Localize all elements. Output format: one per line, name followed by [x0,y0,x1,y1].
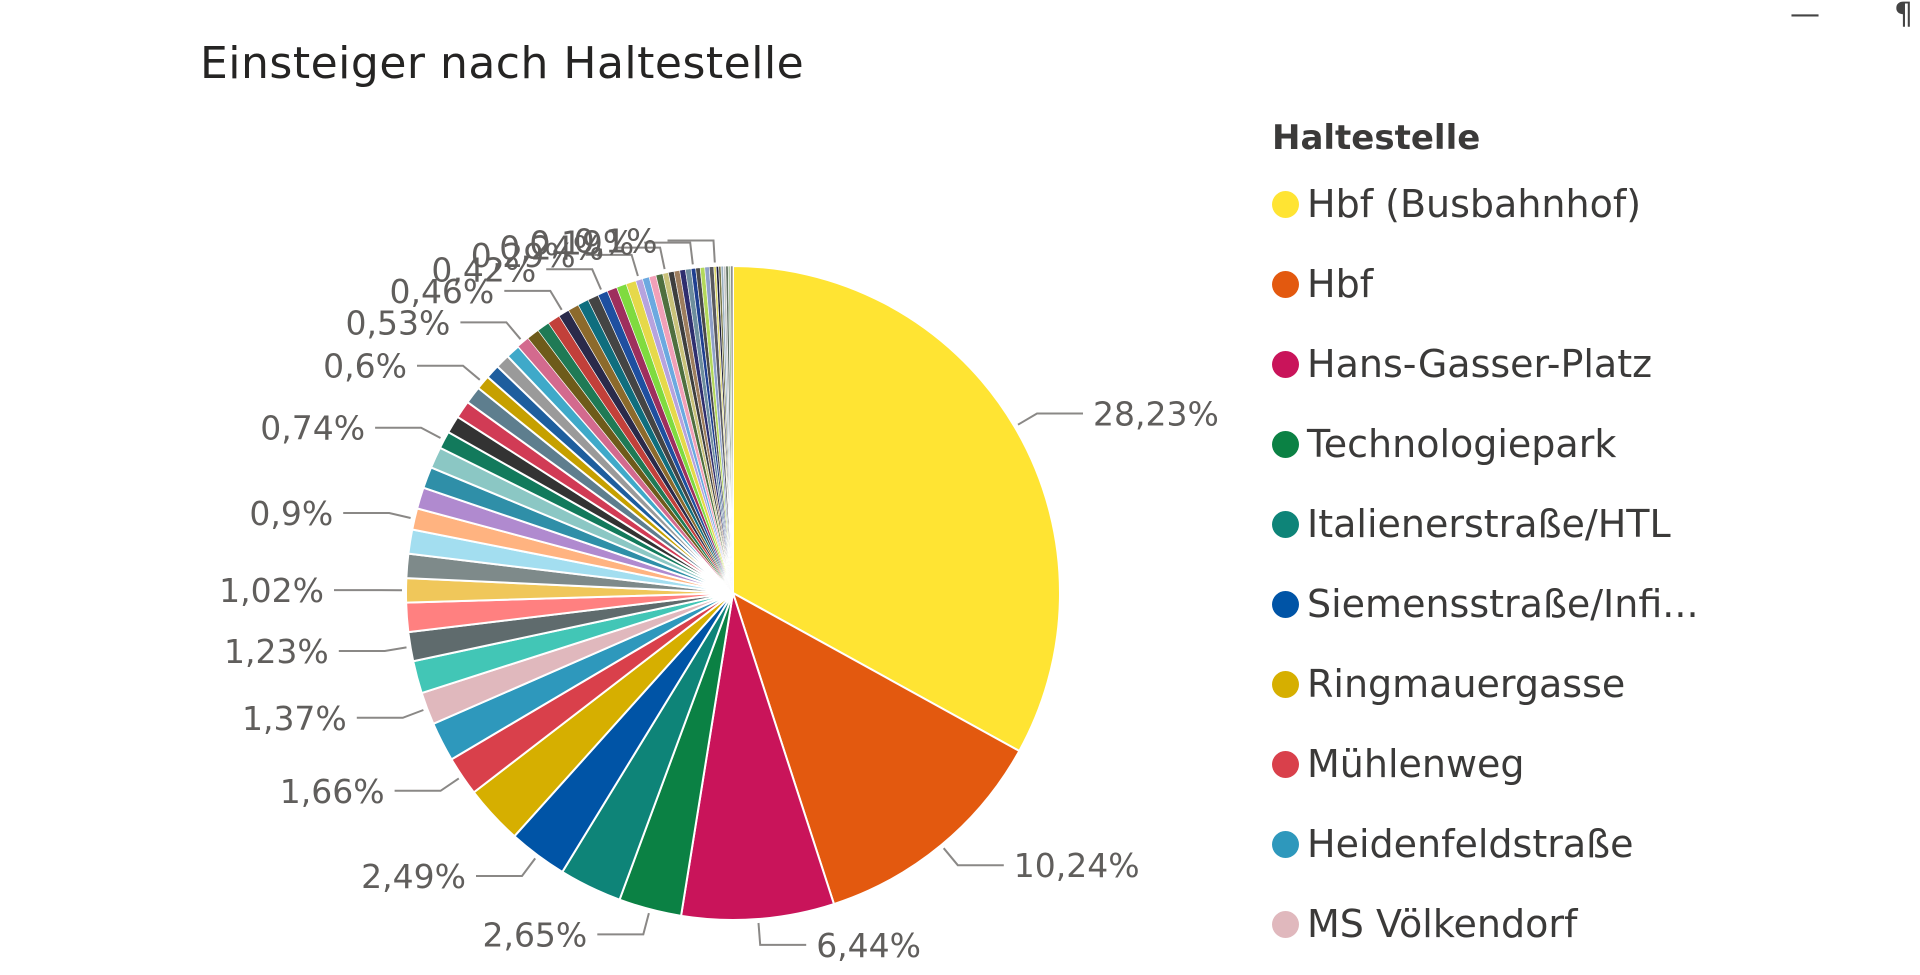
data-label: 0,46% [389,272,494,311]
legend-dot-icon [1272,430,1299,458]
minimize-icon[interactable]: — [1790,0,1820,32]
legend-title: Haltestelle [1272,118,1481,158]
leader-line [585,253,639,277]
leader-line [476,857,537,877]
leader-line [546,268,602,290]
leader-line [667,239,716,263]
legend-dot-icon [1272,590,1299,618]
legend-label: Hans-Gasser-Platz [1307,342,1653,386]
legend-item[interactable]: MS Völkendorf [1272,884,1872,964]
legend-dot-icon [1272,270,1299,298]
legend-item[interactable]: Hbf [1272,244,1872,324]
data-label: 28,23% [1093,395,1219,434]
legend-label: Technologiepark [1307,422,1617,466]
legend-label: Heidenfeldstraße [1307,822,1634,866]
legend-label: Mühlenweg [1307,742,1525,786]
leader-line [757,922,807,946]
data-label: 0,74% [260,409,365,448]
legend-dot-icon [1272,910,1299,938]
legend-label: MS Völkendorf [1307,902,1578,946]
legend-item[interactable]: Ringmauergasse [1272,644,1872,724]
pie-slice[interactable] [731,590,1021,906]
leader-line [343,512,411,519]
legend-dot-icon [1272,830,1299,858]
legend-label: Hbf (Busbahnhof) [1307,182,1642,226]
leader-line [338,646,407,652]
leader-line [394,777,460,792]
leader-lines [334,239,1083,946]
legend-label: Siemensstraße/Infi... [1307,582,1699,626]
data-label: 0,24% [499,229,604,268]
data-label: 1,37% [242,699,347,738]
data-label: 2,49% [361,857,466,896]
leader-line [460,321,522,340]
data-label: 0,6% [323,347,407,386]
leader-line [504,289,563,311]
data-label: 0,9% [249,494,333,533]
legend-item[interactable]: Heidenfeldstraße [1272,804,1872,884]
legend-dot-icon [1272,750,1299,778]
legend-label: Hbf [1307,262,1374,306]
legend: Haltestelle Hbf (Busbahnhof) Hbf Hans-Gass… [1272,112,1872,964]
legend-item[interactable]: Mühlenweg [1272,724,1872,804]
leader-line [644,241,694,265]
legend-items: Hbf (Busbahnhof) Hbf Hans-Gasser-Platz Tech… [1272,164,1872,964]
data-label: 6,44% [816,926,921,965]
data-label: 1,66% [280,772,385,811]
leader-line [417,364,481,381]
legend-item[interactable]: Technologiepark [1272,404,1872,484]
legend-dot-icon [1272,190,1299,218]
legend-item[interactable]: Italienerstraße/HTL [1272,484,1872,564]
data-label: 0,29% [471,236,576,275]
legend-item[interactable]: Hans-Gasser-Platz [1272,324,1872,404]
data-label: 1,23% [224,632,329,671]
data-label: 1,02% [219,571,324,610]
pie-slice[interactable] [730,265,734,594]
leader-line [1017,412,1083,426]
legend-item[interactable]: Siemensstraße/Infi... [1272,564,1872,644]
leader-line [356,709,424,719]
data-label: 10,24% [1014,846,1140,885]
legend-label: Italienerstraße/HTL [1307,502,1671,546]
pie-slices [405,264,1061,921]
leader-line [942,847,1004,867]
leader-line [614,246,666,270]
legend-dot-icon [1272,510,1299,538]
legend-dot-icon [1272,350,1299,378]
legend-label: Ringmauergasse [1307,662,1626,706]
chart-title: Einsteiger nach Haltestelle [200,38,805,89]
pilcrow-icon[interactable]: ¶ [1894,0,1914,32]
pie-slice[interactable] [679,592,836,921]
data-label: 2,65% [482,915,587,954]
data-label: 0,53% [346,303,451,342]
data-label: 0,42% [431,250,536,289]
legend-item[interactable]: Hbf (Busbahnhof) [1272,164,1872,244]
data-labels: 28,23% 10,24% 6,44% 2,65% 2,49% 1,66% 1,37% 1,2… [219,222,1219,965]
leader-line [597,912,650,936]
data-label: 0,19% [529,224,634,263]
legend-dot-icon [1272,670,1299,698]
data-label: 0,1% [574,222,658,261]
leader-line [375,426,441,439]
pie-slice[interactable] [732,264,1061,753]
